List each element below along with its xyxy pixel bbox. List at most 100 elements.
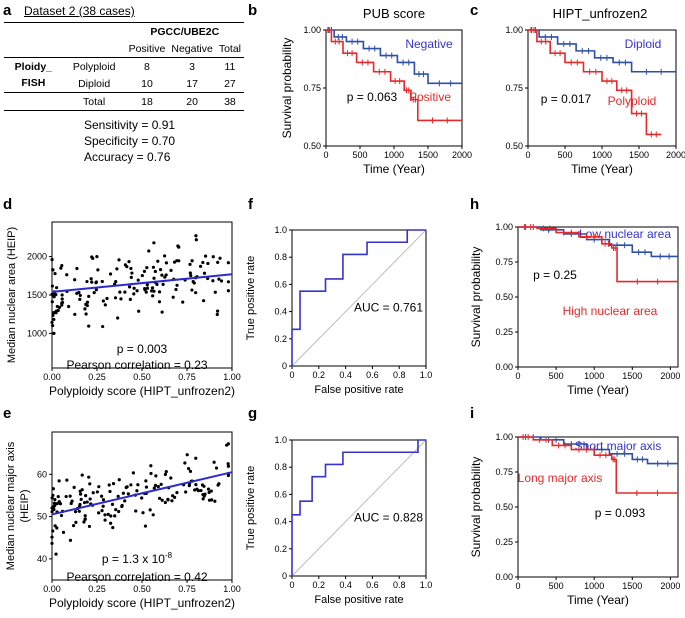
plot-frame-f <box>291 229 427 367</box>
scatter-point <box>212 460 216 464</box>
scatter-point <box>69 501 73 506</box>
panel-label-f: f <box>248 196 253 213</box>
x-tick-label: 0.4 <box>339 370 352 380</box>
scatter-point <box>80 473 84 477</box>
scatter-point <box>145 283 149 287</box>
scatter-point <box>154 474 158 478</box>
legend-blue: Diploid <box>625 37 662 51</box>
scatter-point <box>71 524 76 528</box>
scatter-point <box>117 478 121 482</box>
table-cell: 11 <box>224 60 236 73</box>
scatter-point <box>51 268 55 272</box>
contingency-table: PGCC/UBE2C Positive Negative Total Ploid… <box>4 22 244 111</box>
chart-title: HIPT_unfrozen2 <box>553 6 648 21</box>
x-tick-label: 500 <box>557 150 572 160</box>
x-tick-label: 0.2 <box>313 580 326 590</box>
y-tick-label: 40 <box>37 554 47 564</box>
scatter-point <box>59 266 63 270</box>
x-tick-label: 0.2 <box>313 370 326 380</box>
p-value: p = 0.003 <box>117 342 168 356</box>
y-tick-label: 0.2 <box>274 334 287 344</box>
scatter-point <box>152 241 156 245</box>
scatter-point <box>140 273 144 278</box>
scatter-point <box>60 293 64 297</box>
scatter-point <box>151 294 155 298</box>
scatter-point <box>189 274 193 278</box>
scatter-point <box>128 297 132 301</box>
scatter-point <box>117 509 121 514</box>
scatter-point <box>183 461 187 465</box>
scatter-point <box>226 462 230 466</box>
scatter-point <box>68 538 73 542</box>
legend-red: High nuclear area <box>563 304 658 318</box>
scatter-point <box>149 464 153 468</box>
scatter-point <box>226 464 230 468</box>
scatter-point <box>78 489 82 493</box>
y-axis-label: Survival probability <box>469 247 483 348</box>
x-tick-label: 500 <box>549 581 564 591</box>
scatter-point <box>216 260 220 264</box>
y-tick-label: 0.50 <box>505 141 523 151</box>
scatter-point <box>175 283 179 287</box>
y-tick-label: 0.25 <box>495 537 513 547</box>
scatter-point <box>164 261 169 265</box>
x-tick-label: 0 <box>289 370 294 380</box>
scatter-point <box>152 276 156 280</box>
scatter-point <box>56 308 60 313</box>
scatter-point <box>132 286 136 290</box>
x-tick-label: 0.4 <box>339 580 352 590</box>
scatter-point <box>188 271 192 275</box>
col-total: Total <box>218 42 241 55</box>
specificity-text: Specificity = 0.70 <box>84 134 176 148</box>
scatter-point <box>52 295 56 299</box>
scatter-point <box>85 500 89 504</box>
row-group-label: Ploidy_ FISH <box>14 61 53 89</box>
scatter-point <box>207 498 212 502</box>
scatter-point <box>134 509 138 513</box>
scatter-point <box>52 501 57 505</box>
p-value-exponent: -8 <box>165 551 173 560</box>
scatter-point <box>96 268 100 272</box>
scatter-point <box>144 290 148 294</box>
classification-stats: Sensitivity = 0.91 Specificity = 0.70 Ac… <box>84 117 175 165</box>
scatter-point <box>200 483 205 487</box>
scatter-point <box>78 293 82 298</box>
panel-label-g: g <box>248 405 258 422</box>
scatter-point <box>140 496 144 500</box>
scatter-point <box>149 289 154 293</box>
scatter-point <box>52 331 56 336</box>
col-negative: Negative <box>171 42 213 55</box>
scatter-point <box>214 466 219 470</box>
scatter-point <box>184 490 188 494</box>
scatter-point <box>53 498 57 502</box>
x-tick-label: 0.75 <box>178 584 196 594</box>
scatter-point <box>65 478 69 482</box>
y-tick-label: 0.8 <box>274 252 287 262</box>
x-tick-label: 500 <box>549 371 564 381</box>
scatter-point <box>226 442 230 446</box>
scatter-point <box>110 502 115 506</box>
scatter-point <box>194 483 198 487</box>
x-tick-label: 0.8 <box>393 580 406 590</box>
km-curve-red <box>518 436 678 494</box>
x-tick-label: 1.00 <box>223 584 241 594</box>
y-tick-label: 0.75 <box>303 83 321 93</box>
x-tick-label: 0.25 <box>88 584 106 594</box>
scatter-point <box>105 296 109 301</box>
scatter-point <box>198 264 203 268</box>
col-positive: Positive <box>128 42 166 55</box>
scatter-point <box>58 502 63 506</box>
panel-label-i: i <box>470 405 475 422</box>
scatter-point <box>164 469 168 474</box>
sensitivity-text: Sensitivity = 0.91 <box>84 118 176 132</box>
scatter-point <box>129 483 133 487</box>
x-tick-label: 1000 <box>584 371 604 381</box>
x-tick-label: 0.50 <box>133 372 151 382</box>
scatter-point <box>206 487 211 491</box>
scatter-point <box>53 271 57 276</box>
km-curve-red <box>518 226 678 283</box>
x-tick-label: 0.6 <box>366 580 379 590</box>
x-tick-label: 1000 <box>584 581 604 591</box>
scatter-point <box>131 471 135 475</box>
scatter-point <box>126 492 130 496</box>
